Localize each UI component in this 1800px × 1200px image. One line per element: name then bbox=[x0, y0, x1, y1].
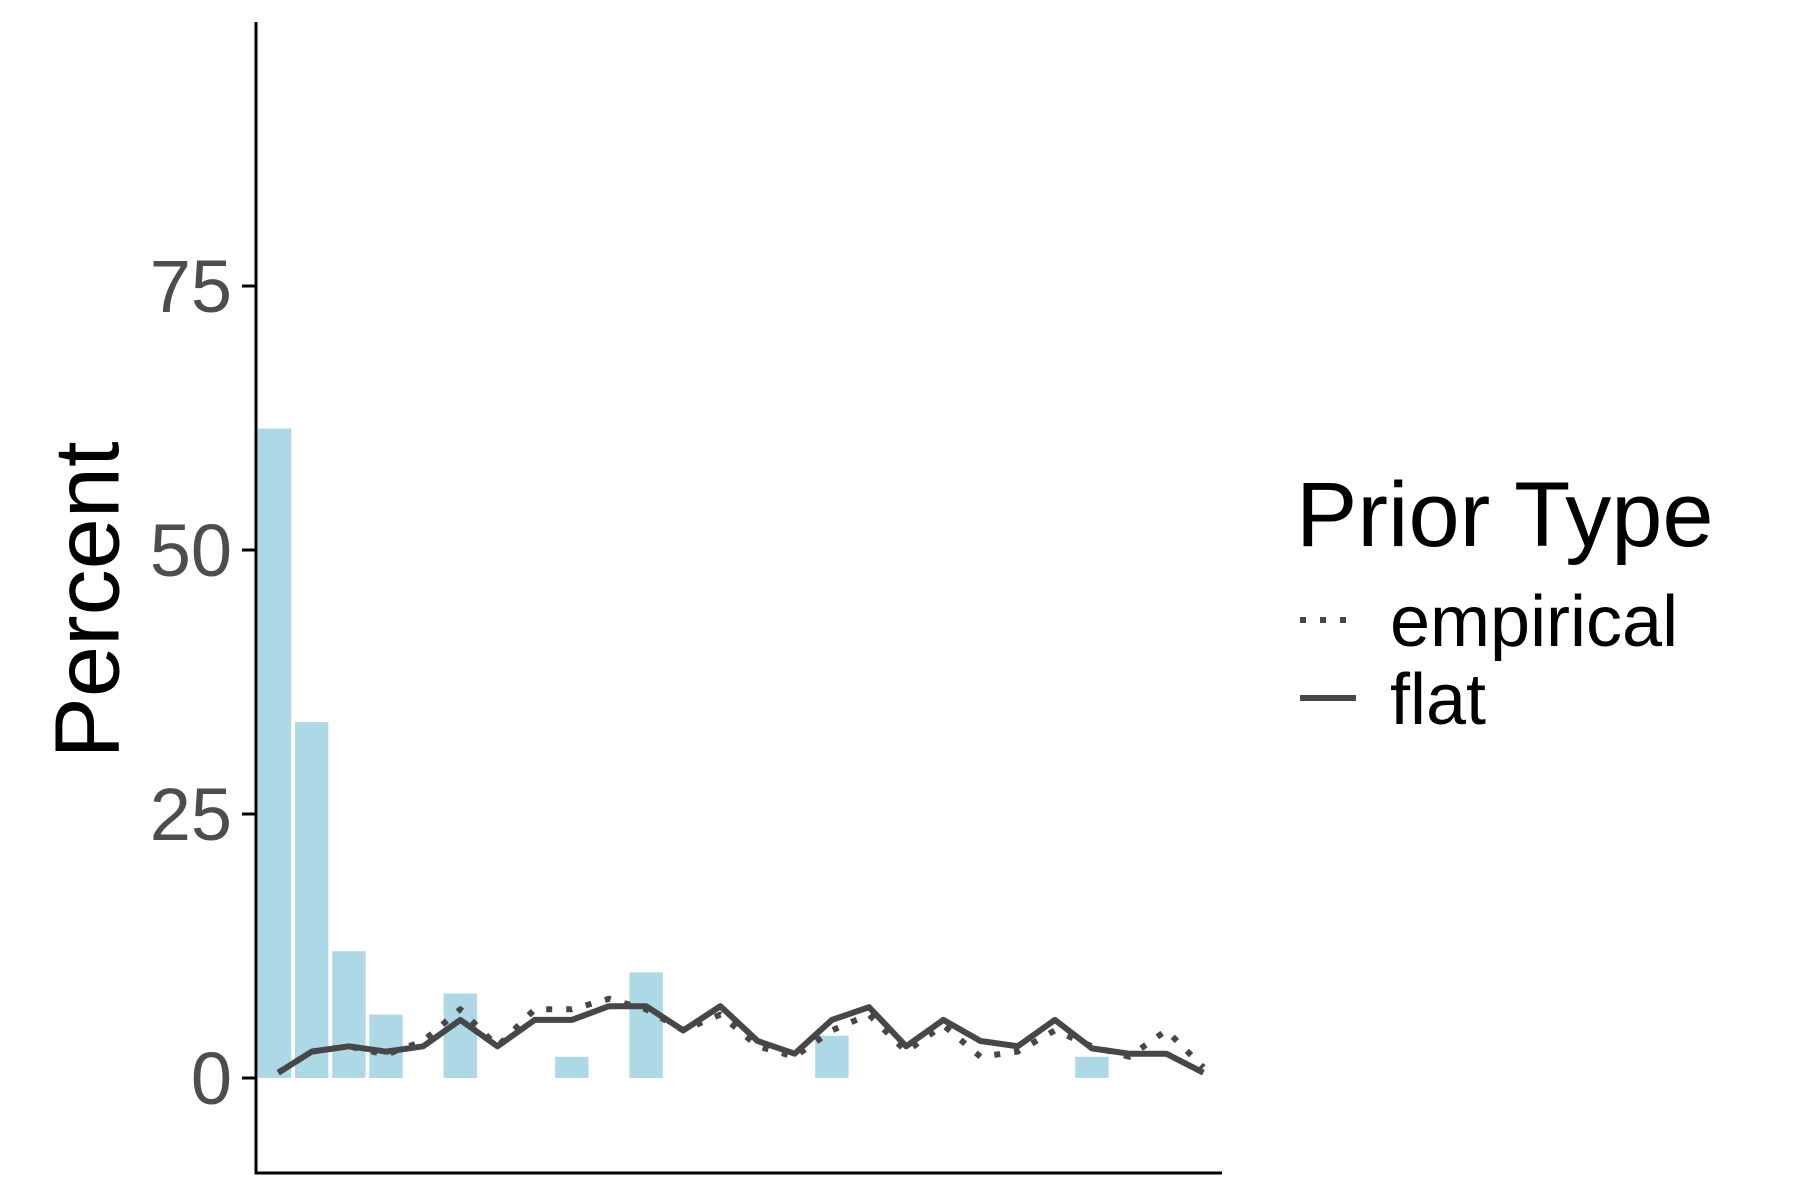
series-line-flat bbox=[276, 1003, 1205, 1076]
legend-label-flat: flat bbox=[1390, 660, 1486, 740]
y-tick-label-0: 0 bbox=[191, 1037, 232, 1120]
bar-6 bbox=[555, 1056, 589, 1078]
bars-layer bbox=[257, 428, 1109, 1078]
bar-2 bbox=[295, 722, 329, 1078]
bar-3 bbox=[332, 951, 366, 1078]
legend-label-empirical: empirical bbox=[1390, 582, 1678, 662]
y-tick-label-50: 50 bbox=[150, 509, 232, 592]
y-axis-title: Percent bbox=[36, 441, 138, 758]
y-ticks: 0 25 50 75 bbox=[150, 245, 256, 1120]
series-line-empirical bbox=[276, 995, 1206, 1076]
y-tick-label-25: 25 bbox=[150, 773, 232, 856]
y-tick-label-75: 75 bbox=[150, 245, 232, 328]
lines-layer bbox=[276, 995, 1206, 1076]
legend-title: Prior Type bbox=[1296, 464, 1714, 566]
bar-1 bbox=[257, 428, 292, 1078]
bar-9 bbox=[1075, 1056, 1109, 1078]
bar-7 bbox=[629, 972, 663, 1078]
legend: Prior Type empirical flat bbox=[1296, 464, 1714, 740]
bar-8 bbox=[815, 1035, 849, 1078]
bar-5 bbox=[443, 993, 477, 1078]
bar-4 bbox=[369, 1014, 403, 1078]
